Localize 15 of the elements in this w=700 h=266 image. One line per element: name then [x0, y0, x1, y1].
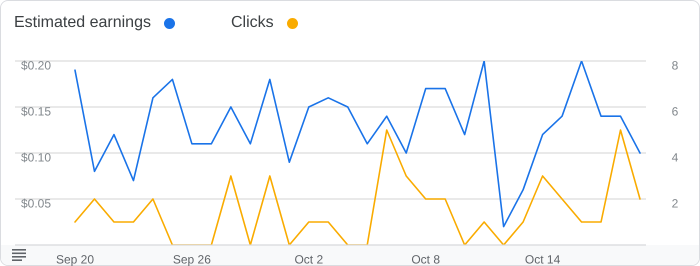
x-tick-label: Sep 20 [56, 252, 94, 266]
y2-tick-label: 8 [672, 58, 679, 72]
y-tick-label: $0.15 [21, 104, 52, 118]
y2-tick-label: 6 [672, 104, 679, 118]
y-tick-label: $0.10 [21, 150, 52, 164]
x-tick-label: Oct 2 [294, 252, 324, 266]
x-tick-label: Oct 14 [524, 252, 561, 266]
y-tick-label: $0.05 [21, 196, 52, 210]
y2-tick-label: 4 [672, 150, 679, 164]
x-tick-label: Oct 8 [411, 252, 440, 266]
legend-label: Clicks [230, 14, 274, 32]
y-tick-label: $0.20 [21, 58, 52, 72]
x-tick-label: Sep 26 [172, 252, 212, 266]
legend-label: Estimated earnings [14, 14, 151, 32]
y2-tick-label: 2 [672, 196, 679, 210]
